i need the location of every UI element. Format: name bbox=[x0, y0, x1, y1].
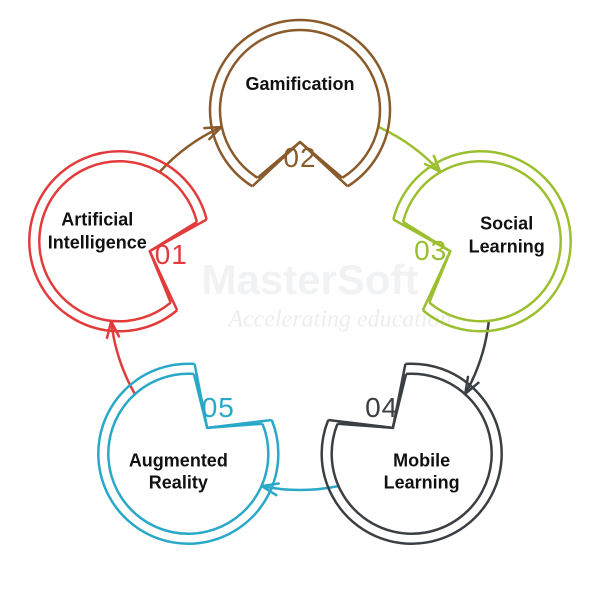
node-number: 05 bbox=[202, 392, 235, 424]
node-label: Mobile Learning bbox=[384, 449, 460, 494]
node-label: Augmented Reality bbox=[129, 449, 228, 494]
diagram-stage: MasterSoft Accelerating education Artifi… bbox=[0, 0, 600, 600]
node-number: 01 bbox=[155, 239, 188, 271]
node-number: 02 bbox=[283, 142, 316, 174]
node-label: Gamification bbox=[245, 73, 354, 96]
node-label: Artificial Intelligence bbox=[48, 209, 147, 254]
node-number: 04 bbox=[365, 392, 398, 424]
node-number: 03 bbox=[414, 235, 447, 267]
node-label: Social Learning bbox=[469, 213, 545, 258]
